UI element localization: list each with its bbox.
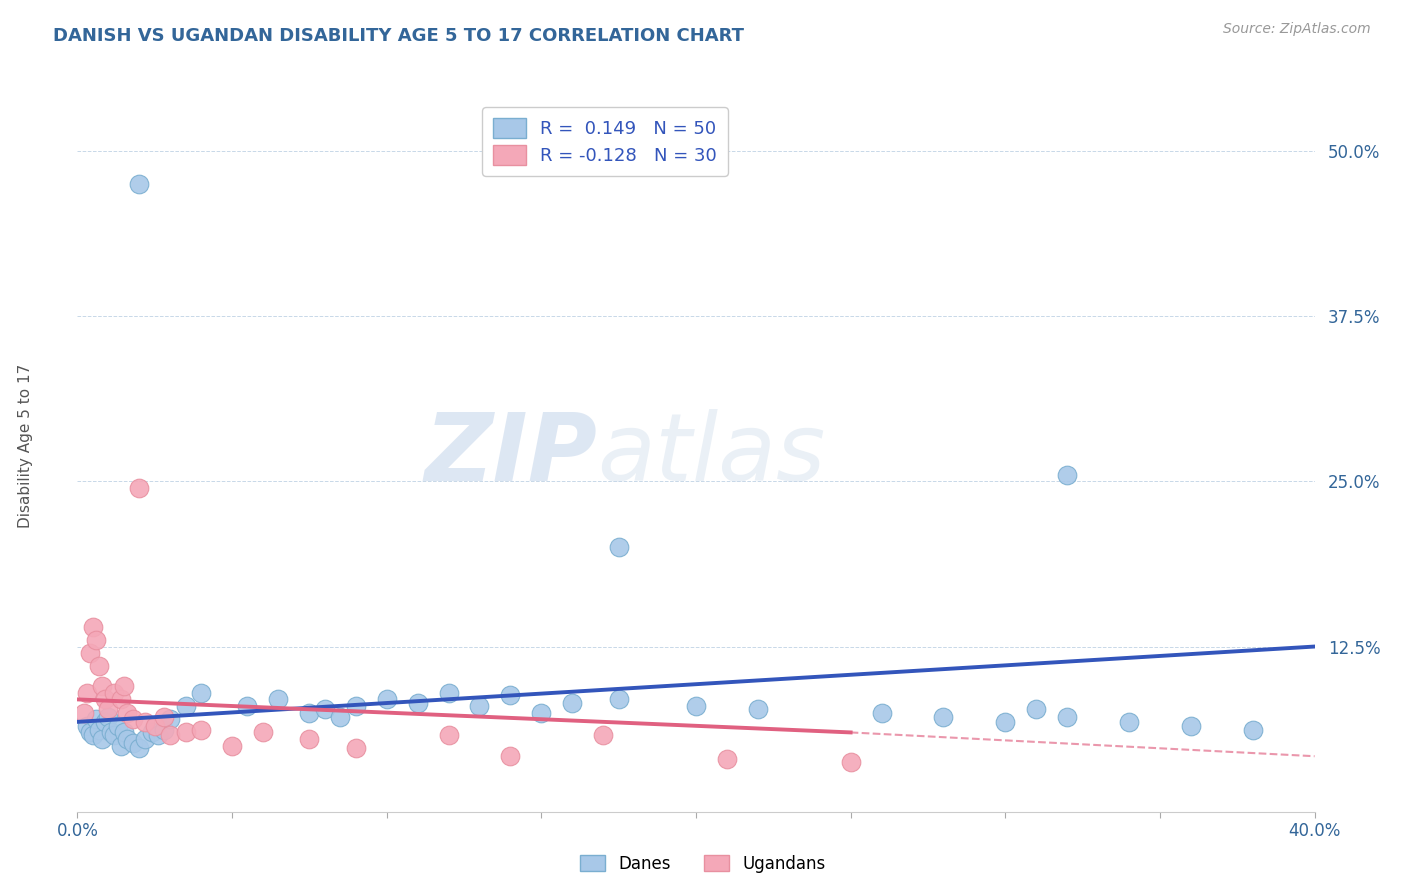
Point	[932, 709, 955, 723]
Point	[91, 679, 114, 693]
Point	[79, 646, 101, 660]
Point	[375, 692, 398, 706]
Point	[716, 752, 738, 766]
Point	[1118, 714, 1140, 729]
Point	[153, 723, 176, 737]
Point	[103, 686, 125, 700]
Point	[994, 714, 1017, 729]
Point	[110, 739, 132, 753]
Point	[76, 686, 98, 700]
Point	[146, 728, 169, 742]
Point	[115, 732, 138, 747]
Point	[76, 719, 98, 733]
Point	[1180, 719, 1202, 733]
Point	[592, 728, 614, 742]
Point	[607, 541, 630, 555]
Point	[84, 712, 107, 726]
Point	[437, 728, 460, 742]
Point	[1056, 467, 1078, 482]
Point	[747, 701, 769, 715]
Point	[267, 692, 290, 706]
Point	[468, 698, 491, 713]
Point	[685, 698, 707, 713]
Point	[561, 697, 583, 711]
Point	[87, 659, 110, 673]
Point	[82, 620, 104, 634]
Point	[94, 692, 117, 706]
Text: atlas: atlas	[598, 409, 825, 500]
Text: Source: ZipAtlas.com: Source: ZipAtlas.com	[1223, 22, 1371, 37]
Point	[190, 723, 212, 737]
Point	[79, 725, 101, 739]
Point	[100, 725, 122, 739]
Point	[499, 689, 522, 703]
Point	[499, 749, 522, 764]
Point	[159, 728, 181, 742]
Point	[298, 732, 321, 747]
Point	[1056, 709, 1078, 723]
Point	[174, 725, 197, 739]
Text: ZIP: ZIP	[425, 409, 598, 501]
Point	[252, 725, 274, 739]
Text: DANISH VS UGANDAN DISABILITY AGE 5 TO 17 CORRELATION CHART: DANISH VS UGANDAN DISABILITY AGE 5 TO 17…	[53, 27, 744, 45]
Point	[1241, 723, 1264, 737]
Point	[153, 709, 176, 723]
Point	[72, 706, 94, 720]
Point	[134, 714, 156, 729]
Legend: R =  0.149   N = 50, R = -0.128   N = 30: R = 0.149 N = 50, R = -0.128 N = 30	[482, 107, 728, 176]
Point	[221, 739, 243, 753]
Point	[122, 712, 145, 726]
Point	[437, 686, 460, 700]
Point	[87, 723, 110, 737]
Point	[870, 706, 893, 720]
Point	[607, 692, 630, 706]
Point	[143, 719, 166, 733]
Point	[314, 701, 336, 715]
Point	[112, 679, 135, 693]
Point	[115, 706, 138, 720]
Point	[406, 697, 429, 711]
Point	[91, 732, 114, 747]
Point	[128, 481, 150, 495]
Text: Disability Age 5 to 17: Disability Age 5 to 17	[18, 364, 32, 528]
Point	[344, 741, 367, 756]
Point	[141, 725, 163, 739]
Point	[107, 719, 129, 733]
Point	[159, 712, 181, 726]
Point	[1025, 701, 1047, 715]
Point	[112, 725, 135, 739]
Point	[103, 728, 125, 742]
Point	[110, 692, 132, 706]
Point	[84, 632, 107, 647]
Point	[128, 741, 150, 756]
Legend: Danes, Ugandans: Danes, Ugandans	[574, 848, 832, 880]
Point	[94, 714, 117, 729]
Point	[128, 177, 150, 191]
Point	[174, 698, 197, 713]
Point	[97, 709, 120, 723]
Point	[530, 706, 553, 720]
Point	[134, 732, 156, 747]
Point	[329, 709, 352, 723]
Point	[82, 728, 104, 742]
Point	[97, 701, 120, 715]
Point	[839, 755, 862, 769]
Point	[298, 706, 321, 720]
Point	[122, 736, 145, 750]
Point	[190, 686, 212, 700]
Point	[344, 698, 367, 713]
Point	[236, 698, 259, 713]
